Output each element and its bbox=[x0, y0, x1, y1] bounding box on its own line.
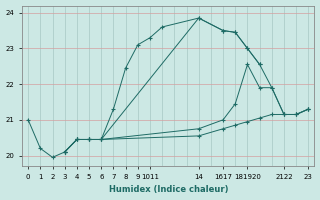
X-axis label: Humidex (Indice chaleur): Humidex (Indice chaleur) bbox=[108, 185, 228, 194]
